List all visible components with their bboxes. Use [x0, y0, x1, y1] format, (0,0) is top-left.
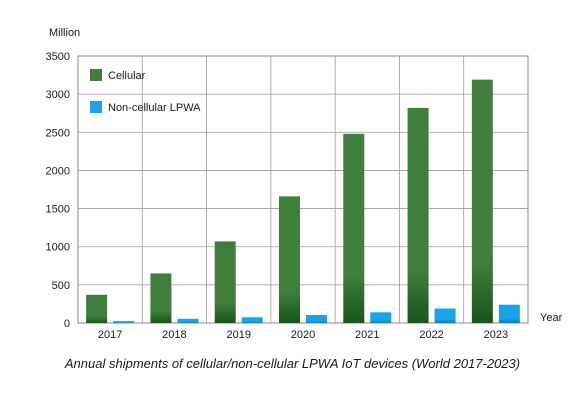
x-tick-label: 2022	[419, 329, 443, 341]
plot-frame	[77, 55, 529, 324]
x-tick-label: 2018	[162, 329, 186, 341]
bars	[86, 79, 520, 323]
x-tick-label: 2020	[291, 329, 315, 341]
y-tick-label: 3000	[46, 89, 70, 101]
bar-cellular-2018	[150, 273, 172, 323]
bar-non-cellular-lpwa-2022	[434, 308, 456, 323]
bar-cellular-2020	[279, 196, 300, 323]
bar-non-cellular-lpwa-2018	[177, 318, 199, 323]
y-tick-label: 500	[52, 280, 70, 292]
y-axis-label: Million	[49, 27, 80, 39]
bar-cellular-2022	[407, 107, 429, 323]
grid	[77, 55, 529, 324]
bar-cellular-2021	[343, 133, 365, 323]
x-tick-label: 2019	[226, 329, 250, 341]
x-axis-label: Year	[540, 312, 563, 324]
bar-non-cellular-lpwa-2023	[498, 304, 520, 323]
bar-cellular-2023	[471, 79, 493, 323]
y-tick-label: 1000	[46, 242, 70, 254]
y-tick-label: 0	[64, 318, 70, 330]
y-tick-label: 2000	[46, 165, 70, 177]
legend-label-non-cellular-lpwa: Non-cellular LPWA	[108, 102, 201, 114]
legend-label-cellular: Cellular	[108, 70, 146, 82]
x-tick-label: 2021	[355, 329, 379, 341]
bar-cellular-2017	[86, 294, 108, 323]
bar-cellular-2019	[214, 241, 236, 323]
bar-non-cellular-lpwa-2017	[113, 321, 135, 323]
x-tick-label: 2023	[484, 329, 508, 341]
bar-non-cellular-lpwa-2021	[370, 312, 392, 323]
legend-swatch-non-cellular-lpwa	[90, 101, 102, 113]
y-tick-label: 2500	[46, 127, 70, 139]
y-tick-label: 3500	[46, 51, 70, 63]
axes: 0 500 1000 1500 2000 2500 3000 3500 2017 2018 2019…	[46, 27, 563, 341]
y-tick-label: 1500	[46, 204, 70, 216]
legend: Cellular Non-cellular LPWA	[90, 69, 201, 114]
legend-swatch-cellular	[90, 69, 102, 81]
chart-title: Annual shipments of cellular/non-cellula…	[64, 356, 521, 371]
bar-non-cellular-lpwa-2019	[241, 317, 263, 323]
x-tick-label: 2017	[98, 329, 122, 341]
bar-non-cellular-lpwa-2020	[306, 314, 327, 323]
